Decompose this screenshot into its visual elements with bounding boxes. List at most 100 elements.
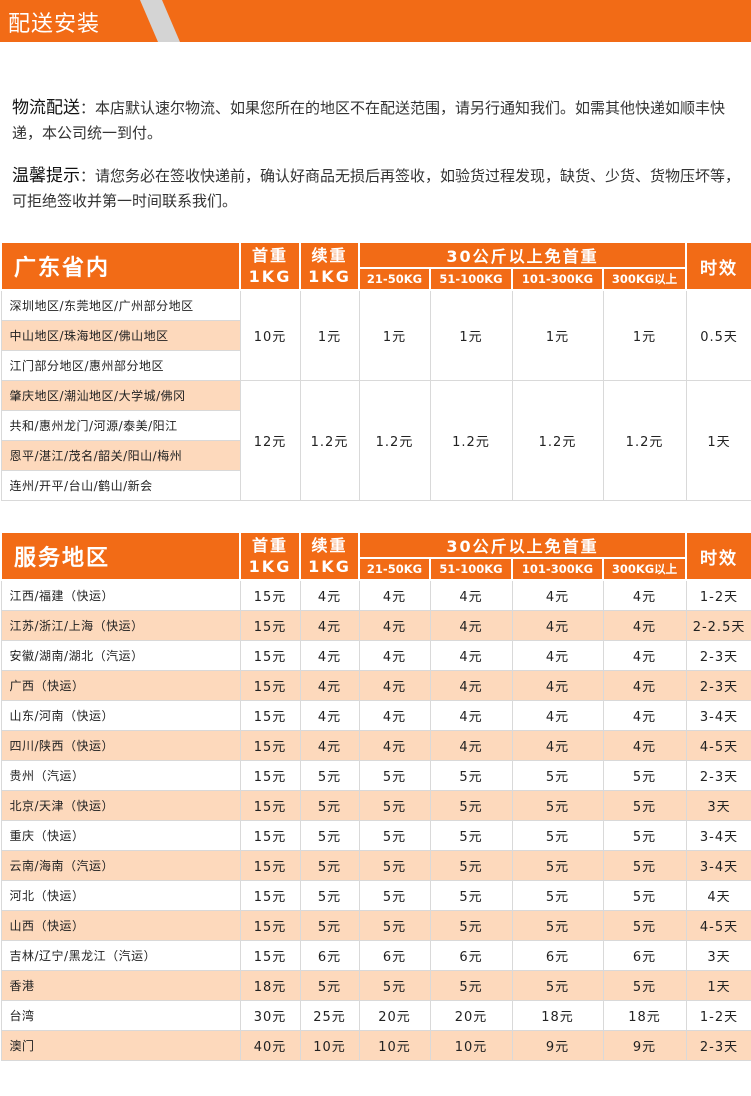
first-weight-cell: 15元 [239, 819, 301, 851]
time-cell: 3天 [685, 939, 751, 971]
range-header: 51-100KG [429, 267, 513, 291]
table-row: 台湾 30元 25元 20元 20元 18元 18元 1-2天 [0, 999, 751, 1031]
range-cell: 4元 [602, 669, 687, 701]
range-cell: 5元 [511, 759, 604, 791]
time-cell: 2-3天 [685, 759, 751, 791]
range-cell: 10元 [358, 1029, 431, 1061]
range-cell: 20元 [429, 999, 513, 1031]
range-cell: 5元 [602, 879, 687, 911]
time-cell: 1天 [685, 969, 751, 1001]
range-cell: 5元 [602, 849, 687, 881]
table-row: 重庆（快运） 15元 5元 5元 5元 5元 5元 3-4天 [0, 819, 751, 851]
range-cell: 4元 [511, 669, 604, 701]
service-table-body: 江西/福建（快运） 15元 4元 4元 4元 4元 4元 1-2天 江苏/浙江/上海（快运） 15… [0, 579, 751, 1061]
first-weight-cell: 12元 [239, 379, 301, 501]
region-cell: 恩平/湛江/茂名/韶关/阳山/梅州 [0, 439, 241, 471]
region-cell: 共和/惠州龙门/河源/泰美/阳江 [0, 409, 241, 441]
region-cell: 澳门 [0, 1029, 241, 1061]
range-cell: 5元 [511, 849, 604, 881]
table-row: 香港 18元 5元 5元 5元 5元 5元 1天 [0, 969, 751, 1001]
logistics-text: ：本店默认速尔物流、如果您所在的地区不在配送范围，请另行通知我们。如需其他快递如… [12, 99, 726, 142]
range-cell: 5元 [358, 969, 431, 1001]
header-decoration [140, 0, 180, 42]
time-cell: 4-5天 [685, 909, 751, 941]
reminder-paragraph: 温馨提示：请您务必在签收快递前，确认好商品无损后再签收，如验货过程发现，缺货、少… [12, 164, 742, 214]
table-row: 肇庆地区/潮汕地区/大学城/佛冈 12元 1.2元 1.2元 1.2元 1.2元… [0, 379, 751, 501]
reminder-text: ：请您务必在签收快递前，确认好商品无损后再签收，如验货过程发现，缺货、少货、货物… [12, 167, 741, 210]
time-cell: 2-3天 [685, 1029, 751, 1061]
region-cell: 连州/开平/台山/鹤山/新会 [0, 469, 241, 501]
first-weight-cell: 15元 [239, 759, 301, 791]
region-cell: 中山地区/珠海地区/佛山地区 [0, 319, 241, 351]
range-cell: 4元 [429, 699, 513, 731]
region-cell: 贵州（汽运） [0, 759, 241, 791]
continue-weight-cell: 4元 [299, 579, 360, 611]
range-cell: 5元 [602, 819, 687, 851]
continue-weight-cell: 10元 [299, 1029, 360, 1061]
section-title: 配送安装 [8, 12, 101, 37]
region-cell: 北京/天津（快运） [0, 789, 241, 821]
range-cell: 5元 [429, 969, 513, 1001]
region-cell: 江门部分地区/惠州部分地区 [0, 349, 241, 381]
range-cell: 1元 [511, 289, 604, 381]
table-row: 深圳地区/东莞地区/广州部分地区 10元 1元 1元 1元 1元 1元 0.5天 [0, 289, 751, 381]
table-row: 江门部分地区/惠州部分地区 [0, 349, 751, 381]
time-header: 时效 [685, 531, 751, 581]
range-cell: 4元 [511, 639, 604, 671]
range-cell: 5元 [358, 909, 431, 941]
range-cell: 4元 [602, 609, 687, 641]
first-weight-cell: 15元 [239, 909, 301, 941]
continue-weight-cell: 5元 [299, 879, 360, 911]
time-cell: 1-2天 [685, 579, 751, 611]
region-cell: 江苏/浙江/上海（快运） [0, 609, 241, 641]
range-header: 21-50KG [358, 267, 431, 291]
time-cell: 4天 [685, 879, 751, 911]
time-cell: 3-4天 [685, 849, 751, 881]
table-row: 连州/开平/台山/鹤山/新会 [0, 469, 751, 501]
range-cell: 5元 [358, 879, 431, 911]
range-header: 101-300KG [511, 267, 604, 291]
range-cell: 5元 [602, 759, 687, 791]
time-cell: 0.5天 [685, 289, 751, 381]
range-cell: 5元 [511, 969, 604, 1001]
range-cell: 18元 [602, 999, 687, 1031]
range-cell: 6元 [511, 939, 604, 971]
table-row: 山西（快运） 15元 5元 5元 5元 5元 5元 4-5天 [0, 909, 751, 941]
range-header: 300KG以上 [601, 267, 688, 291]
range-header: 300KG以上 [601, 557, 688, 581]
first-weight-cell: 15元 [239, 579, 301, 611]
continue-weight-cell: 4元 [299, 609, 360, 641]
region-cell: 香港 [0, 969, 241, 1001]
time-cell: 3-4天 [685, 819, 751, 851]
range-cell: 1元 [429, 289, 513, 381]
continue-weight-header: 续重 1KG [299, 531, 360, 581]
continue-weight-cell: 4元 [299, 729, 360, 761]
range-cell: 5元 [358, 759, 431, 791]
time-cell: 2-3天 [685, 639, 751, 671]
range-cell: 9元 [602, 1029, 687, 1061]
range-cell: 6元 [429, 939, 513, 971]
range-cell: 5元 [429, 879, 513, 911]
first-weight-cell: 15元 [239, 939, 301, 971]
range-header: 101-300KG [511, 557, 604, 581]
time-cell: 1-2天 [685, 999, 751, 1031]
range-cell: 5元 [429, 789, 513, 821]
region-cell: 广西（快运） [0, 669, 241, 701]
range-cell: 1元 [358, 289, 431, 381]
range-cell: 5元 [511, 909, 604, 941]
range-cell: 4元 [429, 639, 513, 671]
continue-weight-cell: 5元 [299, 909, 360, 941]
range-cell: 5元 [602, 969, 687, 1001]
range-cell: 4元 [429, 669, 513, 701]
continue-weight-cell: 1元 [299, 289, 360, 381]
time-cell: 3天 [685, 789, 751, 821]
range-cell: 5元 [602, 909, 687, 941]
range-cell: 5元 [511, 879, 604, 911]
time-cell: 3-4天 [685, 699, 751, 731]
first-weight-cell: 15元 [239, 729, 301, 761]
range-cell: 4元 [511, 579, 604, 611]
table-row: 共和/惠州龙门/河源/泰美/阳江 [0, 409, 751, 441]
table-row: 广西（快运） 15元 4元 4元 4元 4元 4元 2-3天 [0, 669, 751, 701]
free-first-weight-header: 30公斤以上免首重 [357, 241, 688, 269]
first-weight-cell: 10元 [239, 289, 301, 381]
